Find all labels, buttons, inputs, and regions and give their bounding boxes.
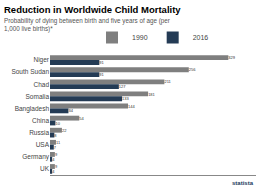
svg-text:2016: 2016 [193,34,209,41]
svg-text:Somalia: Somalia [26,93,50,100]
svg-text:Chad: Chad [33,81,49,88]
svg-text:8: 8 [54,133,57,138]
svg-text:211: 211 [164,79,171,84]
svg-text:34: 34 [68,108,73,113]
svg-text:Niger: Niger [33,56,49,64]
svg-text:statista: statista [232,180,254,186]
svg-text:91: 91 [99,72,104,77]
svg-text:22: 22 [62,128,67,133]
svg-text:1990: 1990 [132,34,148,41]
svg-text:USA: USA [36,141,50,148]
svg-text:9: 9 [55,164,58,169]
svg-text:Germany: Germany [22,153,49,161]
svg-text:7: 7 [54,145,57,150]
svg-text:181: 181 [148,92,155,97]
svg-text:10: 10 [55,121,60,126]
svg-text:Reduction in Worldwide Child M: Reduction in Worldwide Child Mortality [4,4,181,15]
svg-text:9: 9 [55,152,58,157]
svg-text:Bangladesh: Bangladesh [15,105,50,113]
svg-text:China: China [32,117,49,124]
svg-text:256: 256 [189,67,196,72]
svg-text:4: 4 [52,157,55,162]
svg-text:South Sudan: South Sudan [11,68,49,75]
svg-text:4: 4 [52,169,55,174]
svg-text:133: 133 [122,96,129,101]
svg-text:91: 91 [99,60,104,65]
svg-text:144: 144 [128,104,135,109]
svg-text:329: 329 [228,55,235,60]
svg-text:Probability of dying between b: Probability of dying between birth and f… [4,17,170,33]
svg-text:11: 11 [56,140,61,145]
svg-text:54: 54 [79,116,84,121]
svg-text:Russia: Russia [29,129,49,136]
svg-text:127: 127 [119,84,126,89]
svg-text:UK: UK [40,165,50,172]
